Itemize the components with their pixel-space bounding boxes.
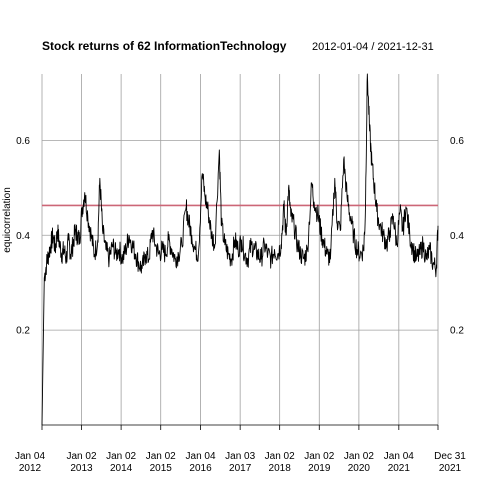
x-tick-label-year: 2013 xyxy=(70,463,93,474)
y-tick-label-left: 0.6 xyxy=(16,136,30,147)
y-axis-label: equicorrelation xyxy=(2,187,13,253)
x-tick-label-date: Jan 02 xyxy=(265,451,295,462)
y-tick-label-right: 0.4 xyxy=(450,231,464,242)
x-tick-label-year: 2021 xyxy=(388,463,411,474)
y-tick-label-right: 0.6 xyxy=(450,136,464,147)
x-tick-label-year: 2018 xyxy=(269,463,292,474)
x-tick-label-date: Jan 02 xyxy=(106,451,136,462)
x-tick-label-year: 2019 xyxy=(308,463,331,474)
horizontal-gridlines xyxy=(42,140,438,331)
x-tick-label-date: Dec 31 xyxy=(434,451,466,462)
y-tick-label-right: 0.2 xyxy=(450,326,464,337)
x-tick-label-year: 2017 xyxy=(229,463,252,474)
x-tick-label-year: 2015 xyxy=(150,463,173,474)
x-tick-label-date: Jan 02 xyxy=(344,451,374,462)
x-tick-label-date: Jan 04 xyxy=(186,451,216,462)
x-tick-label-date: Jan 03 xyxy=(225,451,255,462)
x-tick-label-date: Jan 02 xyxy=(304,451,334,462)
series-line xyxy=(41,73,439,426)
date-range-label: 2012-01-04 / 2021-12-31 xyxy=(312,41,434,53)
x-tick-label-date: Jan 02 xyxy=(146,451,176,462)
y-tick-label-left: 0.4 xyxy=(16,231,30,242)
axes-group xyxy=(41,424,439,430)
x-tick-label-year: 2021 xyxy=(439,463,462,474)
x-tick-label-year: 2016 xyxy=(189,463,212,474)
x-tick-label-year: 2012 xyxy=(19,463,42,474)
x-tick-label-date: Jan 02 xyxy=(66,451,96,462)
x-tick-label-date: Jan 04 xyxy=(384,451,414,462)
vertical-gridlines xyxy=(41,74,439,425)
y-tick-label-left: 0.2 xyxy=(16,326,30,337)
x-tick-label-year: 2014 xyxy=(110,463,133,474)
chart-title: Stock returns of 62 InformationTechnolog… xyxy=(42,39,287,53)
x-tick-label-date: Jan 04 xyxy=(15,451,45,462)
series-group xyxy=(41,73,439,426)
x-tick-label-year: 2020 xyxy=(348,463,371,474)
y-tick-labels: 0.2 0.2 0.4 0.4 0.6 0.6 xyxy=(16,136,464,337)
